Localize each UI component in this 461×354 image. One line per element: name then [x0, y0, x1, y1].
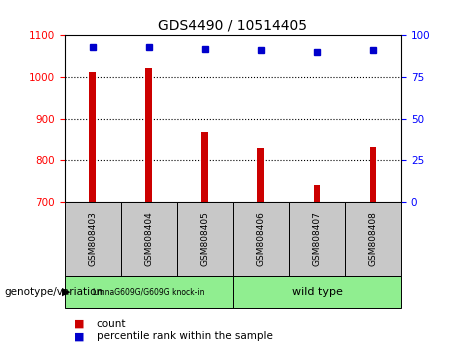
- FancyBboxPatch shape: [121, 202, 177, 276]
- Text: ■: ■: [74, 319, 84, 329]
- Bar: [313, 185, 320, 202]
- FancyBboxPatch shape: [345, 202, 401, 276]
- FancyBboxPatch shape: [65, 202, 121, 276]
- Text: wild type: wild type: [291, 287, 343, 297]
- Text: GSM808407: GSM808407: [313, 211, 321, 267]
- Text: genotype/variation: genotype/variation: [5, 287, 104, 297]
- Text: ■: ■: [74, 331, 84, 341]
- FancyBboxPatch shape: [233, 202, 289, 276]
- Text: LmnaG609G/G609G knock-in: LmnaG609G/G609G knock-in: [93, 287, 204, 297]
- Title: GDS4490 / 10514405: GDS4490 / 10514405: [158, 19, 307, 33]
- Text: GSM808403: GSM808403: [88, 211, 97, 267]
- Bar: [89, 72, 96, 202]
- Bar: [370, 147, 376, 202]
- FancyBboxPatch shape: [233, 276, 401, 308]
- Text: GSM808404: GSM808404: [144, 212, 153, 266]
- Bar: [258, 148, 264, 202]
- Text: GSM808405: GSM808405: [200, 211, 209, 267]
- Text: GSM808408: GSM808408: [368, 211, 378, 267]
- Text: count: count: [97, 319, 126, 329]
- Bar: [145, 68, 152, 202]
- Text: percentile rank within the sample: percentile rank within the sample: [97, 331, 273, 341]
- FancyBboxPatch shape: [177, 202, 233, 276]
- Bar: [201, 132, 208, 202]
- Text: GSM808406: GSM808406: [256, 211, 266, 267]
- FancyBboxPatch shape: [65, 276, 233, 308]
- FancyBboxPatch shape: [289, 202, 345, 276]
- Text: ▶: ▶: [62, 287, 71, 297]
